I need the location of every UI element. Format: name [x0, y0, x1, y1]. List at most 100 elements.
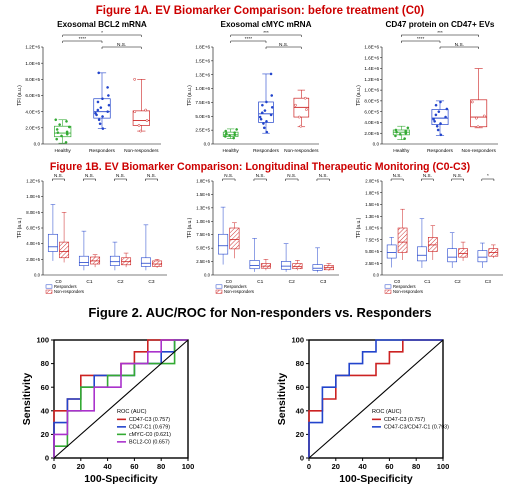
- y-tick-label: 1.2E+6: [25, 45, 40, 50]
- significance-label: N.S.: [85, 173, 94, 178]
- significance-label: N.S.: [256, 173, 265, 178]
- box: [59, 241, 70, 259]
- data-point: [133, 110, 137, 114]
- data-point: [60, 134, 63, 138]
- bcl2-longitudinal-boxplot: 0.0 2.0E+5 4.0E+5 6.0E+5 8.0E+5 1.0E+6 1.2E+6 T…: [17, 173, 167, 294]
- significance-bracket: [101, 46, 142, 49]
- legend-swatch: [215, 289, 223, 294]
- significance-label: ***: [437, 30, 443, 36]
- y-tick-label: 7.5E+5: [196, 232, 210, 237]
- cd47-boxplot: CD47 protein on CD47+ EVs 0.0 2.0E+5 4.0E+5…: [356, 20, 498, 154]
- significance-bracket: [230, 34, 302, 37]
- y-tick-label: 1.0E+6: [25, 61, 40, 66]
- data-point: [270, 94, 274, 97]
- data-point: [432, 117, 435, 121]
- x-tick-label: C2: [455, 279, 461, 285]
- significance-label: N.S.: [54, 173, 63, 178]
- data-point: [64, 141, 68, 144]
- legend-swatch: [45, 289, 53, 294]
- significance-bracket: [114, 178, 127, 181]
- box: [470, 99, 488, 128]
- data-point: [107, 103, 111, 107]
- data-point: [261, 103, 264, 107]
- data-point: [97, 71, 101, 75]
- x-tick-label: 80: [412, 462, 420, 471]
- y-axis-label: TFI (a.u.): [187, 217, 193, 238]
- y-tick-label: 1.8E+6: [195, 45, 210, 50]
- box: [109, 255, 120, 266]
- data-point: [107, 94, 110, 97]
- data-point: [233, 131, 237, 135]
- box: [54, 125, 72, 138]
- y-tick-label: 0.0: [373, 273, 380, 278]
- y-tick-label: 1.8E+6: [364, 45, 379, 50]
- box: [458, 248, 468, 258]
- data-point: [482, 114, 486, 118]
- data-point: [439, 122, 442, 125]
- legend-label: CD47-C1 (0.679): [129, 425, 170, 431]
- x-tick-label: C3: [485, 279, 491, 285]
- significance-bracket: [390, 178, 404, 181]
- box: [477, 250, 488, 263]
- y-tick-label: 60: [41, 383, 49, 392]
- plot-title: Exosomal cMYC mRNA: [221, 20, 312, 29]
- y-tick-label: 1.2E+6: [26, 179, 40, 184]
- x-tick-label: C0: [226, 279, 232, 285]
- x-tick-label: Responders: [253, 148, 279, 154]
- x-tick-label: C3: [320, 279, 326, 285]
- cmyc-longitudinal-boxplot: 0.0 2.5E+5 5.0E+5 7.5E+5 1.0E+6 1.3E+6 1.5E+6 1…: [187, 173, 339, 294]
- x-tick-label: 80: [157, 462, 165, 471]
- x-tick-label: 60: [130, 462, 138, 471]
- box: [292, 263, 303, 270]
- roc-curve: [308, 339, 443, 458]
- y-tick-label: 1.0E+6: [26, 194, 40, 199]
- x-tick-label: Non-responders: [124, 148, 159, 154]
- bcl2-boxplot: Exosomal BCL2 mRNA 0.0 2.0E+5 4.0E+5 6.0E+5 8…: [17, 20, 161, 154]
- significance-bracket: [401, 40, 441, 43]
- y-tick-label: 2.0E+6: [365, 179, 379, 184]
- y-axis-label: Sensitivity: [276, 373, 288, 426]
- x-tick-label: 100: [182, 462, 195, 471]
- box: [417, 246, 427, 262]
- y-tick-label: 0.0: [373, 142, 380, 147]
- significance-bracket: [145, 178, 158, 181]
- y-tick-label: 60: [296, 383, 304, 392]
- data-point: [235, 128, 238, 131]
- y-tick-label: 2.0E+5: [26, 257, 40, 262]
- y-tick-label: 4.0E+5: [25, 109, 40, 114]
- significance-bracket: [230, 40, 267, 43]
- y-tick-label: 2.5E+5: [365, 261, 379, 266]
- data-point: [394, 134, 397, 138]
- data-point: [58, 123, 62, 126]
- y-tick-label: 80: [41, 359, 49, 368]
- data-point: [263, 109, 267, 112]
- significance-bracket: [439, 46, 479, 49]
- data-point: [265, 100, 268, 104]
- x-tick-label: 40: [103, 462, 111, 471]
- data-point: [233, 133, 237, 137]
- box: [222, 131, 239, 137]
- x-tick-label: C1: [257, 279, 263, 285]
- y-tick-label: 8.0E+5: [26, 210, 40, 215]
- data-point: [439, 100, 442, 104]
- data-point: [436, 128, 440, 132]
- y-tick-label: 100: [291, 336, 304, 345]
- x-tick-label: Non-responders: [461, 148, 496, 154]
- box: [218, 233, 229, 255]
- y-tick-label: 6.0E+5: [26, 226, 40, 231]
- data-point: [270, 106, 274, 109]
- legend-label: CD47-C3 (0.757): [129, 417, 170, 423]
- significance-label: N.S.: [393, 173, 402, 178]
- y-tick-label: 20: [296, 430, 304, 439]
- y-tick-label: 2.0E+5: [364, 131, 379, 136]
- y-tick-label: 2.5E+5: [195, 128, 210, 133]
- box: [140, 257, 151, 267]
- y-tick-label: 100: [36, 336, 49, 345]
- box: [249, 260, 260, 270]
- y-tick-label: 1.3E+6: [195, 72, 210, 77]
- x-tick-label: 20: [77, 462, 85, 471]
- y-tick-label: 1.5E+6: [195, 58, 210, 63]
- data-point: [139, 129, 143, 133]
- roc-combined: 0 20 40 60 80 100 0 20 40 60 80 100 100-Specificity S…: [276, 336, 449, 485]
- box: [132, 110, 150, 126]
